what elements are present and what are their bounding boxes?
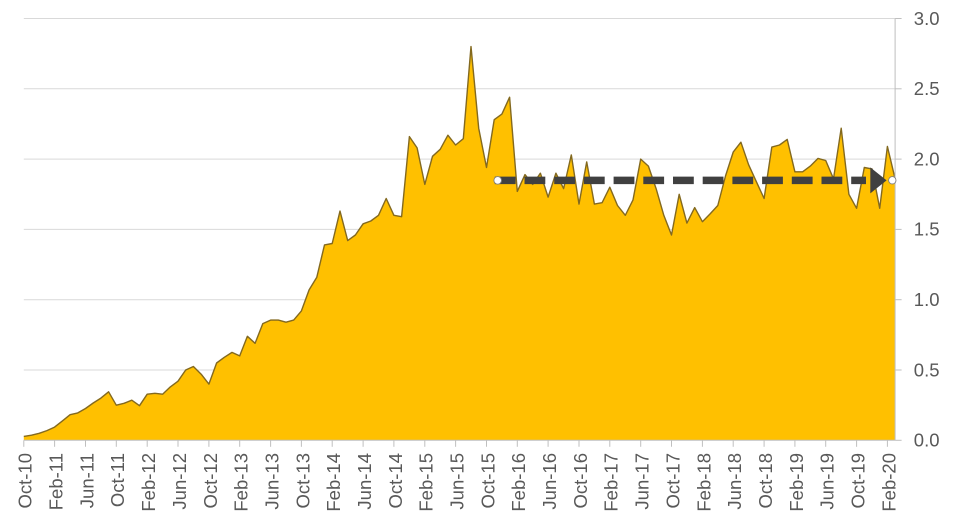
svg-text:Feb-13: Feb-13: [231, 453, 252, 512]
svg-text:Jun-14: Jun-14: [354, 453, 375, 510]
svg-text:Jun-15: Jun-15: [447, 453, 468, 510]
svg-text:2.0: 2.0: [914, 148, 940, 169]
svg-text:Feb-14: Feb-14: [323, 453, 344, 512]
svg-text:Jun-12: Jun-12: [169, 453, 190, 510]
svg-text:1.5: 1.5: [914, 219, 940, 240]
svg-text:Oct-17: Oct-17: [662, 453, 683, 509]
svg-text:Oct-15: Oct-15: [477, 453, 498, 509]
svg-text:Feb-20: Feb-20: [878, 453, 899, 512]
svg-text:Jun-11: Jun-11: [76, 453, 97, 508]
svg-text:Oct-16: Oct-16: [570, 453, 591, 509]
svg-text:Feb-15: Feb-15: [416, 453, 437, 512]
svg-text:Oct-19: Oct-19: [848, 453, 869, 509]
svg-text:Oct-10: Oct-10: [15, 453, 36, 509]
svg-text:Feb-11: Feb-11: [46, 453, 67, 510]
svg-text:2.5: 2.5: [914, 78, 940, 99]
svg-text:0.0: 0.0: [914, 430, 940, 451]
svg-text:Feb-17: Feb-17: [601, 453, 622, 512]
svg-text:Feb-16: Feb-16: [508, 453, 529, 512]
svg-text:Oct-13: Oct-13: [292, 453, 313, 509]
svg-text:Feb-18: Feb-18: [693, 453, 714, 512]
svg-text:Feb-19: Feb-19: [786, 453, 807, 512]
svg-text:Oct-12: Oct-12: [200, 453, 221, 509]
svg-text:Jun-17: Jun-17: [632, 453, 653, 510]
svg-text:Jun-19: Jun-19: [817, 453, 838, 510]
svg-text:Oct-14: Oct-14: [385, 453, 406, 509]
svg-text:3.0: 3.0: [914, 8, 940, 29]
svg-text:Jun-16: Jun-16: [539, 453, 560, 510]
svg-text:1.0: 1.0: [914, 289, 940, 310]
svg-text:0.5: 0.5: [914, 359, 940, 380]
svg-text:Jun-13: Jun-13: [262, 453, 283, 510]
svg-text:Oct-18: Oct-18: [755, 453, 776, 509]
svg-text:Feb-12: Feb-12: [138, 453, 159, 512]
svg-text:Oct-11: Oct-11: [107, 453, 128, 507]
svg-text:Jun-18: Jun-18: [724, 453, 745, 510]
